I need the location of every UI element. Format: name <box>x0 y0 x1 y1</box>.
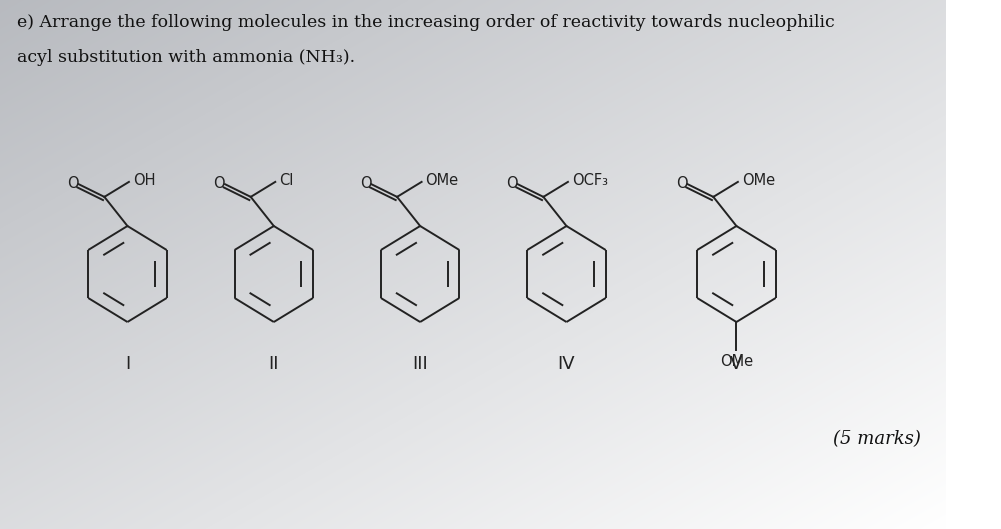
Text: O: O <box>677 176 688 191</box>
Text: OMe: OMe <box>742 174 775 188</box>
Text: O: O <box>360 176 371 191</box>
Text: acyl substitution with ammonia (NH₃).: acyl substitution with ammonia (NH₃). <box>17 49 355 66</box>
Text: III: III <box>412 355 428 373</box>
Text: IV: IV <box>558 355 576 373</box>
Text: (5 marks): (5 marks) <box>833 430 921 448</box>
Text: I: I <box>125 355 130 373</box>
Text: e) Arrange the following molecules in the increasing order of reactivity towards: e) Arrange the following molecules in th… <box>17 14 835 31</box>
Text: OH: OH <box>133 174 155 188</box>
Text: Cl: Cl <box>279 174 293 188</box>
Text: OMe: OMe <box>720 354 753 369</box>
Text: O: O <box>67 176 79 191</box>
Text: OMe: OMe <box>425 174 458 188</box>
Text: O: O <box>213 176 225 191</box>
Text: II: II <box>268 355 279 373</box>
Text: V: V <box>731 355 743 373</box>
Text: OCF₃: OCF₃ <box>572 174 608 188</box>
Text: O: O <box>507 176 518 191</box>
